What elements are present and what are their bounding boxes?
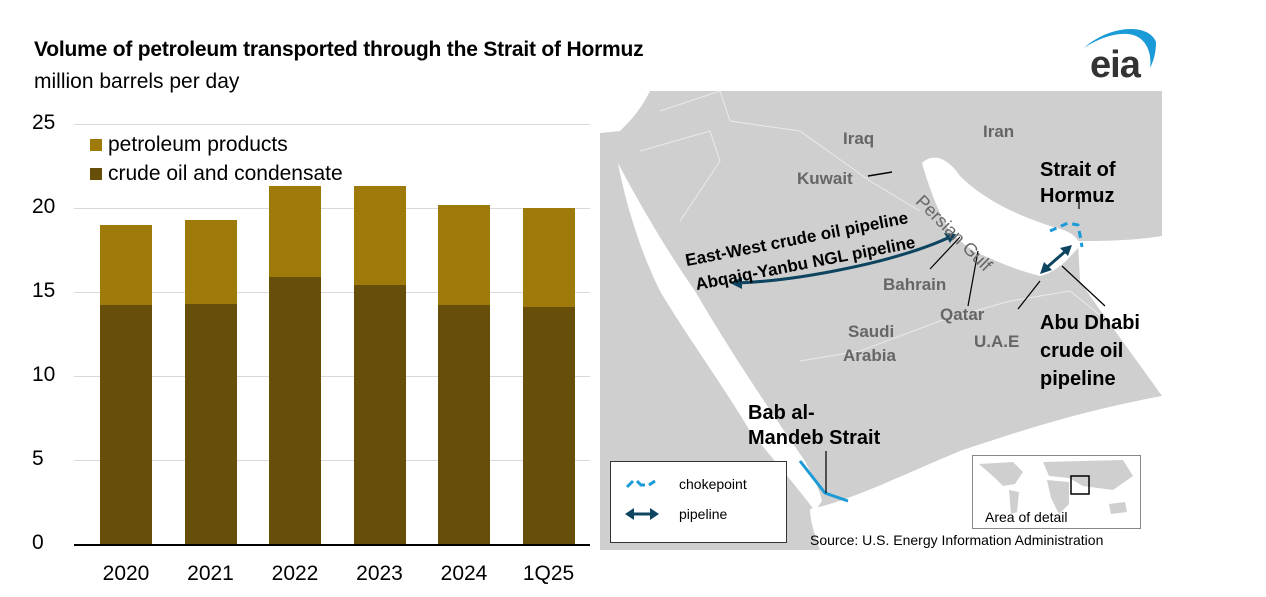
- bar-segment-petroleum-products: [269, 186, 321, 277]
- world-inset-map: Area of detail: [972, 455, 1141, 529]
- gridline: [74, 376, 590, 377]
- label-iran: Iran: [983, 122, 1015, 141]
- map-legend-chokepoint: chokepoint: [625, 476, 747, 492]
- bar-segment-petroleum-products: [522, 208, 575, 308]
- bar-1Q25: [522, 208, 575, 544]
- chart-title: Volume of petroleum transported through …: [34, 38, 644, 61]
- bar-segment-crude-oil: [353, 285, 406, 544]
- gridline: [74, 292, 590, 293]
- x-axis-line: [74, 544, 590, 546]
- x-tick-label: 2022: [271, 562, 319, 585]
- label-bahrain: Bahrain: [883, 275, 947, 294]
- gridline: [74, 124, 590, 125]
- bar-2021: [184, 219, 237, 544]
- x-tick-label: 2021: [187, 562, 234, 585]
- eia-logo: eia: [1078, 22, 1168, 86]
- bar-segment-crude-oil: [184, 303, 237, 544]
- gridline: [74, 460, 590, 461]
- y-tick-label: 25: [32, 111, 56, 134]
- bar-2020: [100, 224, 152, 544]
- map-legend: chokepoint pipeline: [610, 461, 787, 543]
- label-saudi: Saudi: [848, 322, 895, 341]
- y-tick-label: 20: [32, 195, 56, 218]
- bar-chart: 0 5 10 15 20 25 2020 2021 2022 2023 2024 1Q25 petr…: [0, 0, 600, 597]
- x-tick-label: 2024: [440, 562, 488, 585]
- label-arabia: Arabia: [843, 346, 896, 365]
- chart-legend: petroleum products crude oil and condens…: [90, 130, 343, 188]
- bar-2023: [353, 186, 406, 544]
- legend-swatch-products: [90, 138, 102, 151]
- world-map-shapes: [979, 460, 1133, 514]
- callout-bab-2: Mandeb Strait: [748, 427, 881, 449]
- pipeline-arrow-icon: [625, 508, 659, 520]
- x-tick-label: 2020: [102, 562, 150, 585]
- callout-abu-dhabi-2: crude oil: [1040, 340, 1124, 362]
- y-tick-label: 10: [32, 363, 56, 386]
- bar-segment-crude-oil: [438, 305, 490, 544]
- y-tick-label: 5: [32, 447, 44, 470]
- label-iraq: Iraq: [843, 129, 875, 148]
- chart-subtitle: million barrels per day: [34, 70, 240, 93]
- chokepoint-icon: [625, 479, 656, 489]
- bar-segment-crude-oil: [269, 276, 321, 544]
- callout-hormuz-1: Strait of: [1040, 159, 1116, 181]
- legend-item-crude: crude oil and condensate: [90, 159, 343, 188]
- callout-hormuz-2: Hormuz: [1040, 185, 1115, 207]
- source-note: Source: U.S. Energy Information Administ…: [810, 532, 1104, 548]
- legend-swatch-crude: [90, 167, 102, 180]
- bar-segment-petroleum-products: [353, 186, 406, 286]
- gridline: [74, 208, 590, 209]
- y-tick-label: 15: [32, 279, 56, 302]
- bar-segment-petroleum-products: [438, 204, 490, 306]
- bar-2022: [269, 186, 321, 544]
- bar-segment-petroleum-products: [100, 224, 152, 306]
- bar-segment-petroleum-products: [184, 219, 237, 304]
- map-legend-pipeline: pipeline: [625, 506, 727, 522]
- bar-segment-crude-oil: [100, 305, 152, 544]
- y-tick-label: 0: [32, 531, 44, 554]
- x-tick-label: 1Q25: [522, 562, 575, 585]
- callout-abu-dhabi-3: pipeline: [1040, 368, 1116, 390]
- callout-abu-dhabi-1: Abu Dhabi: [1040, 312, 1140, 334]
- label-qatar: Qatar: [940, 305, 985, 324]
- label-kuwait: Kuwait: [797, 169, 853, 188]
- x-tick-label: 2023: [356, 562, 403, 585]
- callout-bab-1: Bab al-: [748, 402, 815, 424]
- bar-segment-crude-oil: [522, 307, 575, 544]
- bar-2024: [438, 204, 490, 544]
- label-uae: U.A.E: [974, 332, 1020, 351]
- legend-item-products: petroleum products: [90, 130, 343, 159]
- inset-label: Area of detail: [985, 509, 1068, 525]
